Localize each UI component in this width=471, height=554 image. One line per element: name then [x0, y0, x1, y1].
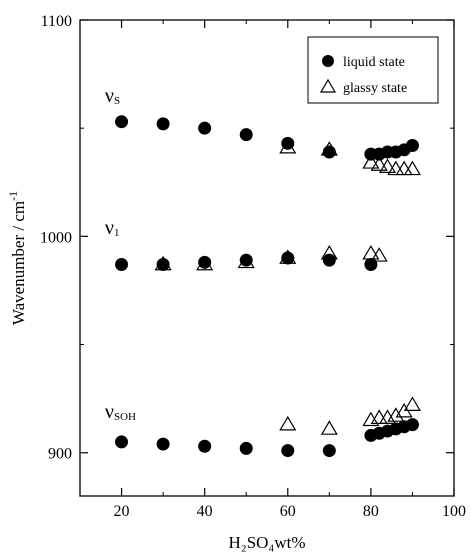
- annotation-subscript: 1: [114, 227, 120, 239]
- x-axis-label: H₂SO₄wt%: [228, 533, 305, 552]
- liquid-state-point: [323, 145, 336, 158]
- glassy-state-point: [280, 417, 295, 430]
- liquid-state-point: [406, 418, 419, 431]
- data-marks: [115, 115, 420, 457]
- liquid-state-point: [157, 438, 170, 451]
- legend-label-glassy: glassy state: [343, 81, 407, 96]
- liquid-state-point: [115, 435, 128, 448]
- annotation-nu_1: ν1: [105, 217, 120, 239]
- y-tick-label: 1000: [40, 229, 72, 246]
- x-tick-label: 40: [197, 503, 213, 520]
- x-tick-label: 80: [363, 503, 379, 520]
- x-tick-label: 100: [442, 503, 466, 520]
- liquid-state-point: [198, 122, 211, 135]
- liquid-state-point: [115, 258, 128, 271]
- annotation-symbol: ν: [105, 217, 114, 239]
- annotation-nu_s: νS: [105, 85, 120, 107]
- y-tick-label: 900: [48, 446, 72, 463]
- y-axis-label-exponent: -1: [6, 191, 20, 201]
- y-axis-label-text: Wavenumber / cm: [9, 201, 28, 325]
- legend-marker-liquid: [322, 55, 334, 67]
- annotation-subscript: S: [114, 95, 120, 107]
- x-tick-label: 20: [114, 503, 130, 520]
- liquid-state-point: [364, 258, 377, 271]
- annotation-symbol: ν: [105, 401, 114, 423]
- liquid-state-point: [115, 115, 128, 128]
- legend: liquid state glassy state: [308, 37, 438, 103]
- y-axis-label: Wavenumber / cm-1: [6, 191, 28, 325]
- liquid-state-point: [198, 440, 211, 453]
- liquid-state-point: [323, 444, 336, 457]
- liquid-state-point: [406, 139, 419, 152]
- annotation-nu_soh: νSOH: [105, 401, 136, 423]
- liquid-state-point: [240, 128, 253, 141]
- liquid-state-point: [240, 442, 253, 455]
- annotations: νSν1νSOH: [105, 85, 136, 423]
- glassy-state-point: [322, 421, 337, 434]
- legend-label-liquid: liquid state: [343, 55, 405, 70]
- liquid-state-point: [323, 254, 336, 267]
- y-tick-label: 1100: [41, 13, 72, 30]
- liquid-state-point: [157, 117, 170, 130]
- liquid-state-point: [281, 444, 294, 457]
- x-tick-label: 60: [280, 503, 296, 520]
- annotation-subscript: SOH: [114, 411, 136, 423]
- annotation-symbol: ν: [105, 85, 114, 107]
